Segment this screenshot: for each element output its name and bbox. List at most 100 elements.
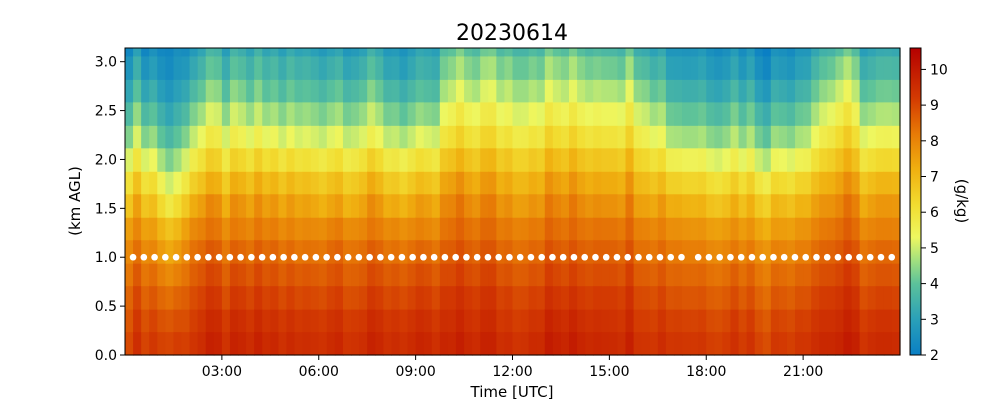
heatmap-cell [197, 285, 207, 310]
heatmap-cell [496, 193, 506, 218]
heatmap-cell [722, 193, 732, 218]
heatmap-cell [560, 239, 570, 264]
heatmap-cell [746, 309, 756, 333]
heatmap-cell [270, 263, 279, 287]
heatmap-cell [189, 101, 199, 126]
heatmap-cell [883, 171, 893, 195]
heatmap-cell [367, 217, 376, 241]
heatmap-cell [165, 285, 175, 310]
heatmap-cell [229, 147, 239, 172]
heatmap-cell [835, 79, 845, 103]
heatmap-cell [601, 285, 610, 310]
heatmap-cell [698, 147, 707, 172]
heatmap-cell [359, 79, 368, 103]
heatmap-cell [504, 125, 514, 149]
heatmap-cell [569, 48, 578, 57]
heatmap-cell [351, 239, 360, 264]
heatmap-cell [714, 48, 723, 57]
heatmap-cell [326, 79, 336, 103]
marker-point [856, 253, 863, 261]
heatmap-cell [310, 101, 320, 126]
heatmap-cell [859, 331, 869, 356]
heatmap-cell [351, 171, 360, 195]
marker-point [570, 253, 578, 261]
heatmap-cell [795, 331, 804, 356]
marker-point [667, 253, 675, 261]
heatmap-cell [657, 147, 667, 172]
heatmap-cell [552, 263, 562, 287]
heatmap-cell [342, 101, 352, 126]
heatmap-cell [399, 263, 409, 287]
heatmap-cell [334, 285, 344, 310]
heatmap-cell [205, 331, 215, 356]
heatmap-cell [577, 101, 586, 126]
heatmap-cell [633, 309, 643, 333]
heatmap-cell [359, 125, 368, 149]
heatmap-cell [560, 331, 570, 356]
heatmap-cell [795, 171, 804, 195]
heatmap-cell [472, 147, 481, 172]
heatmap-cell [649, 147, 659, 172]
heatmap-cell [722, 217, 732, 241]
heatmap-cell [633, 285, 643, 310]
heatmap-cell [229, 193, 239, 218]
heatmap-cell [149, 263, 158, 287]
heatmap-cell [593, 125, 602, 149]
heatmap-cell [157, 263, 166, 287]
heatmap-cell [181, 263, 191, 287]
heatmap-cell [133, 285, 142, 310]
heatmap-cell [738, 239, 748, 264]
heatmap-cell [399, 171, 409, 195]
heatmap-cell [254, 55, 263, 80]
heatmap-cell [472, 79, 481, 103]
heatmap-cell [633, 125, 643, 149]
heatmap-cell [480, 101, 489, 126]
heatmap-cell [843, 285, 853, 310]
heatmap-cell [867, 263, 877, 287]
heatmap-cell [714, 331, 723, 356]
heatmap-cell [375, 101, 384, 126]
heatmap-cell [310, 239, 320, 264]
heatmap-cell [875, 263, 885, 287]
marker-series [129, 253, 896, 261]
heatmap-cell [714, 101, 723, 126]
heatmap-cell [657, 48, 667, 57]
heatmap-cell [447, 193, 457, 218]
heatmap-cell [157, 239, 166, 264]
heatmap-cell [803, 79, 812, 103]
heatmap-cell [157, 55, 166, 80]
heatmap-cell [205, 263, 215, 287]
heatmap-cell [714, 55, 723, 80]
colorbar-tick-label: 4 [930, 277, 939, 293]
heatmap-cell [399, 193, 409, 218]
heatmap-cell [197, 48, 207, 57]
heatmap-cell [181, 48, 191, 57]
heatmap-cell [778, 263, 788, 287]
heatmap-cell [221, 217, 231, 241]
heatmap-cell [827, 263, 837, 287]
heatmap-cell [141, 79, 150, 103]
heatmap-cell [205, 125, 215, 149]
heatmap-cell [246, 79, 255, 103]
heatmap-cell [149, 79, 158, 103]
heatmap-cell [270, 239, 279, 264]
heatmap-cell [875, 193, 885, 218]
heatmap-cell [867, 193, 877, 218]
y-tick-label: 0.0 [95, 348, 117, 364]
heatmap-cell [593, 309, 602, 333]
heatmap-cell [125, 239, 134, 264]
heatmap-cell [633, 263, 643, 287]
heatmap-cell [641, 331, 651, 356]
marker-point [301, 253, 309, 261]
heatmap-cell [859, 263, 869, 287]
heatmap-cell [480, 171, 489, 195]
heatmap-cell [318, 147, 328, 172]
heatmap-cell [351, 217, 360, 241]
heatmap-cell [391, 55, 401, 80]
heatmap-cell [141, 125, 150, 149]
heatmap-cell [560, 147, 570, 172]
marker-point [151, 253, 158, 261]
colorbar-tick-label: 2 [930, 348, 939, 364]
heatmap-cell [593, 217, 602, 241]
heatmap-cell [310, 285, 320, 310]
